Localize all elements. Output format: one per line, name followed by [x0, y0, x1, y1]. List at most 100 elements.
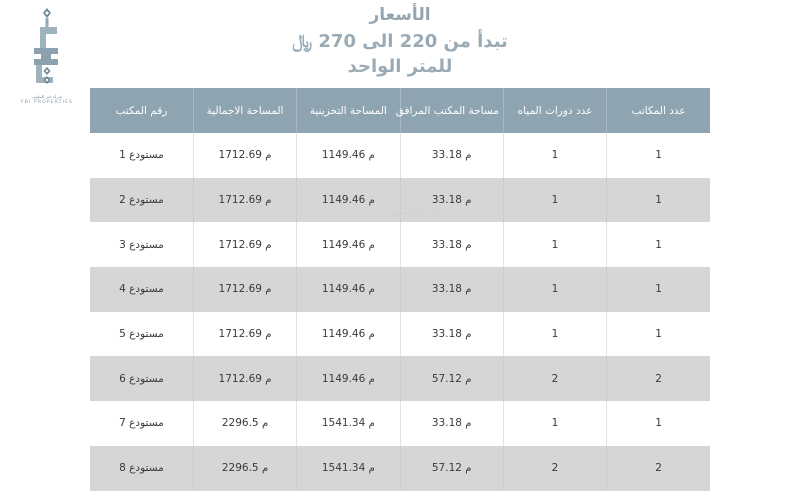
cell-total-area-value: 1712.69 [218, 238, 262, 251]
cell-office-area: م 33.18 [399, 401, 504, 446]
cell-storage-area: م 1149.46 [296, 311, 401, 357]
cell-storage-area: م 1149.46 [296, 133, 401, 178]
column-header-bathrooms: عدد دورات المياه [502, 88, 607, 133]
table-header-row: عدد المكاتب عدد دورات المياه مساحة المكت… [90, 88, 710, 133]
unit-meter-label: م [265, 373, 272, 385]
unit-meter-label: م [265, 329, 272, 341]
cell-storage-area-value: 1149.46 [321, 149, 366, 162]
unit-meter-label: م [265, 284, 272, 296]
unit-meter-label: م [465, 284, 472, 296]
cell-bathrooms: 2 [502, 445, 607, 491]
cell-office-area-value: 33.18 [431, 238, 462, 251]
unit-meter-label: م [368, 329, 375, 341]
price-range-text: تبدأ من 220 الى 270 [318, 31, 508, 53]
column-header-total-area: المساحة الاجمالية [192, 88, 297, 133]
unit-meter-label: م [368, 463, 375, 475]
price-unit-line: للمتر الواحد [347, 56, 453, 78]
cell-bathrooms: 1 [502, 267, 607, 312]
cell-office-number: مستودع 3 [90, 222, 194, 268]
unit-meter-label: م [368, 284, 375, 296]
cell-offices: 1 [606, 177, 710, 223]
cell-storage-area: م 1541.34 [296, 401, 401, 446]
brand-name-en: FBI PROPERTIES [20, 100, 74, 105]
cell-total-area: م 1712.69 [192, 311, 297, 357]
cell-total-area-value: 1712.69 [218, 283, 262, 296]
unit-meter-label: م [368, 195, 375, 207]
unit-meter-label: م [368, 373, 375, 385]
cell-office-number: مستودع 2 [90, 177, 194, 223]
cell-bathrooms: 1 [502, 401, 607, 446]
unit-meter-label: م [465, 195, 472, 207]
cell-offices: 1 [606, 401, 710, 446]
cell-total-area: م 2296.5 [192, 445, 297, 491]
cell-offices: 1 [606, 311, 710, 357]
brand-logo: شركة قبر للتطوير FBI PROPERTIES [8, 6, 86, 116]
column-header-office-number: رقم المكتب [90, 88, 194, 133]
unit-meter-label: م [465, 418, 472, 430]
unit-meter-label: م [465, 150, 472, 162]
cell-office-area-value: 57.12 [431, 462, 462, 475]
unit-meter-label: م [368, 150, 375, 162]
table-header: عدد المكاتب عدد دورات المياه مساحة المكت… [90, 88, 710, 133]
page-title: الأسعار [369, 5, 431, 25]
cell-storage-area: م 1149.46 [296, 177, 401, 223]
cell-office-number: مستودع 8 [90, 445, 194, 491]
cell-total-area-value: 2296.5 [221, 417, 259, 430]
cell-total-area: م 1712.69 [192, 267, 297, 312]
cell-office-area-value: 57.12 [431, 372, 462, 385]
cell-offices: 1 [606, 267, 710, 312]
cell-office-number: مستودع 5 [90, 311, 194, 357]
unit-meter-label: م [368, 418, 375, 430]
cell-storage-area: م 1541.34 [296, 445, 401, 491]
cell-office-area-value: 33.18 [431, 194, 462, 207]
logo-mark-icon [20, 6, 74, 92]
cell-office-number: مستودع 1 [90, 133, 194, 178]
unit-meter-label: م [265, 195, 272, 207]
column-header-offices: عدد المكاتب [606, 88, 710, 133]
unit-meter-label: م [465, 463, 472, 475]
riyal-currency-icon: ﷼ [292, 31, 313, 53]
column-header-storage-area: المساحة التخزينية [296, 88, 401, 133]
cell-office-area: م 57.12 [399, 445, 504, 491]
cell-total-area: م 1712.69 [192, 356, 297, 402]
cell-bathrooms: 2 [502, 356, 607, 402]
cell-total-area: م 1712.69 [192, 222, 297, 268]
cell-bathrooms: 1 [502, 311, 607, 357]
cell-office-number: مستودع 4 [90, 267, 194, 312]
cell-total-area-value: 1712.69 [218, 328, 262, 341]
cell-storage-area-value: 1149.46 [321, 328, 366, 341]
cell-office-number: مستودع 7 [90, 401, 194, 446]
unit-meter-label: م [265, 150, 272, 162]
unit-meter-label: م [261, 418, 269, 430]
unit-meter-label: م [465, 329, 472, 341]
cell-storage-area: م 1149.46 [296, 267, 401, 312]
cell-total-area-value: 1712.69 [218, 372, 262, 385]
brand-name-ar: شركة قبر للتطوير [31, 94, 63, 99]
page-heading: الأسعار تبدأ من 220 الى 270 ﷼ للمتر الوا… [0, 4, 800, 79]
cell-storage-area-value: 1149.46 [321, 372, 366, 385]
cell-bathrooms: 1 [502, 133, 607, 178]
cell-office-area: م 33.18 [399, 177, 504, 223]
cell-total-area-value: 1712.69 [218, 149, 262, 162]
price-range-line: تبدأ من 220 الى 270 ﷼ [0, 30, 800, 54]
cell-office-area: م 33.18 [399, 133, 504, 178]
cell-storage-area-value: 1149.46 [321, 194, 366, 207]
unit-meter-label: م [261, 463, 269, 475]
cell-office-area: م 33.18 [399, 311, 504, 357]
cell-offices: 2 [606, 445, 710, 491]
cell-office-area-value: 33.18 [431, 328, 462, 341]
cell-office-area-value: 33.18 [431, 283, 462, 296]
cell-office-area: م 57.12 [399, 356, 504, 402]
cell-office-number: مستودع 6 [90, 356, 194, 402]
cell-office-area-value: 33.18 [431, 149, 462, 162]
cell-office-area: م 33.18 [399, 267, 504, 312]
cell-storage-area-value: 1149.46 [321, 238, 366, 251]
